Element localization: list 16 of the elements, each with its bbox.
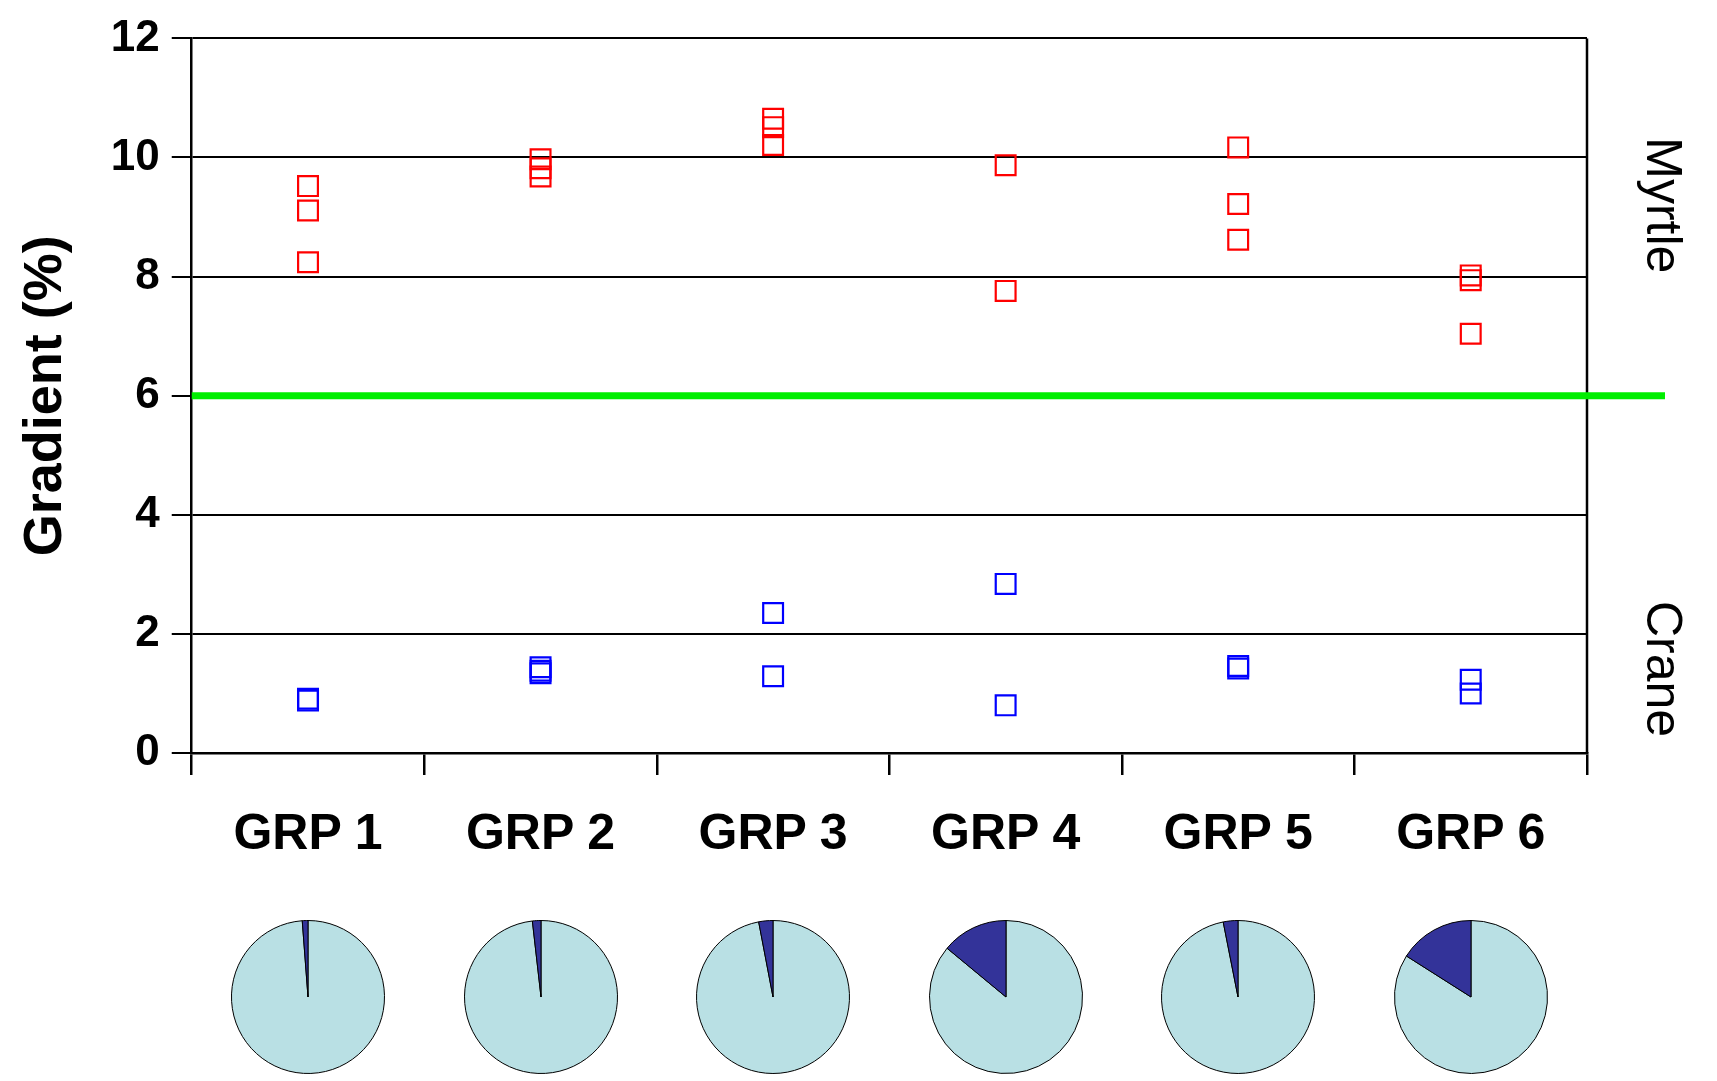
text: Myrtle [1636, 137, 1693, 274]
y-tick-label: 4 [135, 486, 161, 536]
y-tick-label: 2 [135, 606, 160, 656]
x-tick-label: GRP 5 [1163, 803, 1313, 860]
y-tick-label: 6 [135, 367, 160, 417]
y-axis-title: Gradient (%) [12, 235, 73, 557]
x-tick-label: GRP 1 [233, 803, 383, 860]
x-tick-label: GRP 2 [465, 803, 616, 860]
y-tick-label: 10 [110, 129, 160, 179]
x-tick-label: GRP 4 [931, 803, 1081, 860]
y-tick-label: 0 [135, 725, 160, 775]
x-tick-label: GRP 3 [698, 803, 848, 860]
y-tick-label: 12 [110, 10, 160, 60]
y-tick-label: 8 [135, 248, 160, 298]
text: Crane [1636, 600, 1693, 738]
x-tick-label: GRP 6 [1396, 803, 1546, 860]
